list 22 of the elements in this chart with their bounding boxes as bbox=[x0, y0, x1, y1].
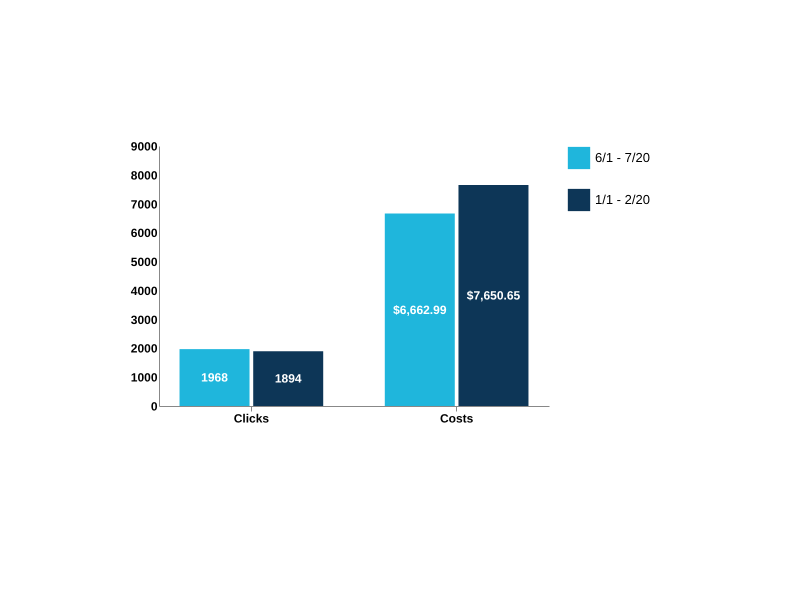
legend-label: 1/1 - 2/20 bbox=[595, 192, 650, 207]
y-tick-label: 3000 bbox=[130, 312, 158, 327]
y-tick-label: 5000 bbox=[130, 255, 158, 270]
y-tick-label: 8000 bbox=[130, 168, 158, 182]
y-tick-label: 6000 bbox=[130, 226, 158, 240]
data-label: $7,650.65 bbox=[466, 288, 520, 302]
y-tick-label: 9000 bbox=[130, 140, 158, 154]
x-tick-label: Costs bbox=[440, 412, 474, 426]
bar bbox=[253, 351, 324, 406]
data-label: 1894 bbox=[274, 372, 302, 386]
y-tick-label: 7000 bbox=[130, 197, 158, 212]
bar bbox=[458, 184, 528, 406]
y-tick-label: 2000 bbox=[130, 342, 158, 356]
legend-label: 6/1 - 7/20 bbox=[595, 150, 650, 165]
bar bbox=[384, 214, 455, 406]
data-label: $6,662.99 bbox=[393, 302, 447, 317]
bar bbox=[180, 349, 250, 406]
data-label: 1968 bbox=[201, 370, 228, 385]
y-tick-label: 4000 bbox=[130, 284, 158, 298]
y-tick-label: 1000 bbox=[130, 370, 158, 385]
y-tick-label: 0 bbox=[150, 400, 158, 414]
x-tick-label: Clicks bbox=[234, 412, 270, 426]
